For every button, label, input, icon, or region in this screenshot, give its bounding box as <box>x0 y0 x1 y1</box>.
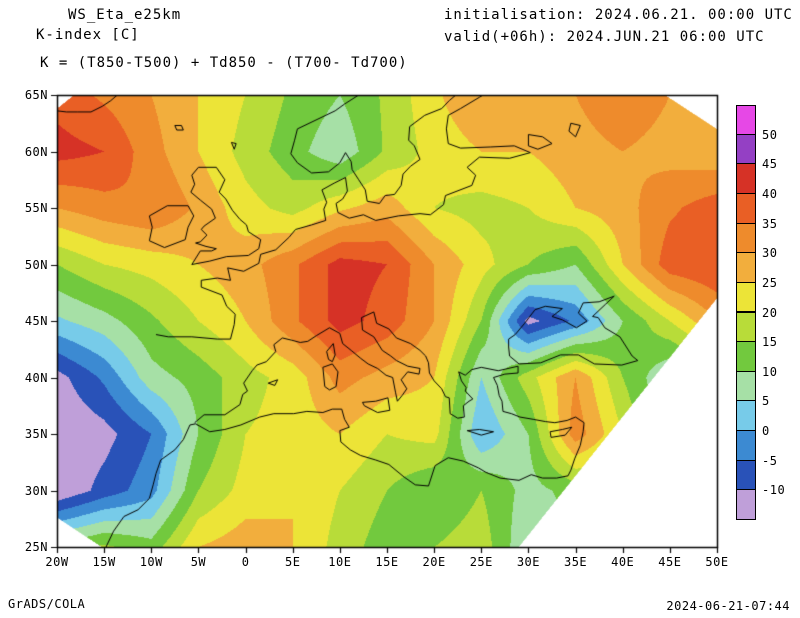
x-tick-label: 50E <box>705 555 729 569</box>
colorbar-segment <box>736 252 756 283</box>
x-tick-label: 45E <box>658 555 682 569</box>
colorbar-segment <box>736 400 756 432</box>
y-tick-label: 25N <box>24 540 48 554</box>
colorbar-segment <box>736 430 756 461</box>
colorbar-tick-label: 45 <box>762 157 778 172</box>
y-tick-label: 55N <box>24 201 48 215</box>
parameter-title: K-index [C] <box>36 27 140 43</box>
y-tick-label: 65N <box>24 88 48 102</box>
y-tick-label: 60N <box>24 144 48 159</box>
x-tick-label: 25E <box>469 555 493 569</box>
colorbar-tick-label: 15 <box>762 335 778 350</box>
x-tick-label: 20E <box>422 555 446 569</box>
colorbar-tick-label: 40 <box>762 186 778 201</box>
x-tick-label: 0 <box>241 555 250 569</box>
colorbar-tick-label: 35 <box>762 216 778 231</box>
x-tick-label: 5E <box>284 555 301 569</box>
x-tick-label: 30E <box>516 555 541 569</box>
x-tick-label: 20W <box>45 555 69 569</box>
valid-time-label: valid(+06h): 2024.JUN.21 06:00 UTC <box>444 29 765 45</box>
colorbar-segment <box>736 341 756 372</box>
x-tick-label: 15E <box>375 555 399 569</box>
colorbar-tick-label: -5 <box>762 453 778 468</box>
formula-text: K = (T850-T500) + Td850 - (T700- Td700) <box>40 55 408 71</box>
colorbar-segment <box>736 105 756 135</box>
x-tick-label: 5W <box>190 555 207 569</box>
colorbar-segment <box>736 192 756 224</box>
colorbar-segment <box>736 459 756 491</box>
colorbar-segment <box>736 489 756 520</box>
y-tick-label: 50N <box>24 257 48 272</box>
x-tick-label: 10W <box>139 555 163 569</box>
colorbar-segment <box>736 163 756 194</box>
model-title: WS_Eta_e25km <box>68 7 182 23</box>
colorbar-tick-label: 25 <box>762 275 778 290</box>
colorbar-tick-label: 20 <box>762 305 778 320</box>
y-tick-label: 45N <box>24 314 48 328</box>
x-tick-label: 40E <box>611 555 635 569</box>
colorbar-segment <box>736 311 756 343</box>
colorbar-segment <box>736 133 756 165</box>
grads-credit: GrADS/COLA <box>8 597 86 611</box>
colorbar-tick-label: 10 <box>762 364 778 379</box>
colorbar-tick-label: 5 <box>762 394 770 409</box>
y-tick-label: 30N <box>24 483 48 498</box>
creation-timestamp: 2024-06-21-07:44 <box>666 599 790 613</box>
colorbar-segment <box>736 370 756 402</box>
colorbar-tick-label: 50 <box>762 127 778 142</box>
x-tick-label: 15W <box>92 555 116 569</box>
colorbar-tick-label: -10 <box>762 483 786 498</box>
colorbar-tick-label: 0 <box>762 424 770 439</box>
colorbar-tick-label: 30 <box>762 246 778 261</box>
colorbar-segment <box>736 281 756 313</box>
colorbar-segment <box>736 222 756 254</box>
y-tick-label: 40N <box>24 370 48 385</box>
x-tick-label: 10E <box>328 555 352 569</box>
y-tick-label: 35N <box>24 427 48 441</box>
x-tick-label: 35E <box>563 555 588 569</box>
initialisation-label: initialisation: 2024.06.21. 00:00 UTC <box>444 7 793 23</box>
